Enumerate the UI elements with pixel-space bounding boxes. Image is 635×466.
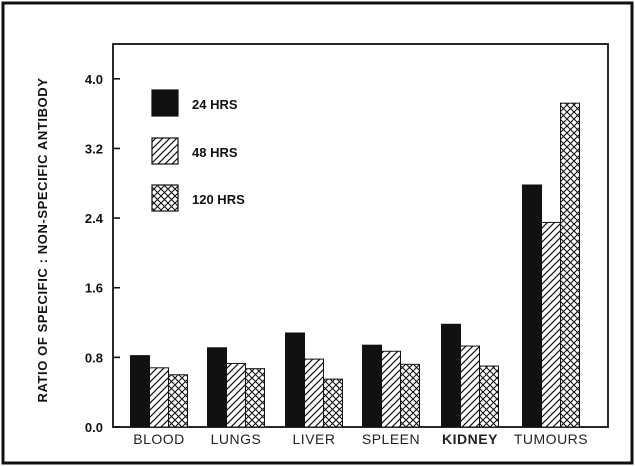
legend-label-120-hrs: 120 HRS [192,192,245,207]
bars [130,102,580,428]
y-tick-label: 0.0 [85,420,103,435]
plot-frame [112,43,609,428]
category-label-kidney: KIDNEY [442,431,498,447]
bar-spleen-24-hrs [362,344,382,428]
bar-tumours-48-hrs [541,221,561,428]
bar-liver-48-hrs [304,358,324,428]
legend: 24 HRS 48 HRS 120 HRS [151,89,245,212]
bar-lungs-48-hrs [226,362,246,428]
y-tick-label: 3.2 [85,141,103,156]
bar-blood-120-hrs [168,374,188,428]
bar-lungs-120-hrs [245,368,265,428]
y-tick-label: 2.4 [85,211,104,226]
bar-lungs-24-hrs [207,347,227,428]
legend-label-24-hrs: 24 HRS [192,97,238,112]
category-label-blood: BLOOD [133,431,185,447]
legend-label-48-hrs: 48 HRS [192,145,238,160]
legend-swatch-120-hrs [151,184,179,212]
y-tick-label: 1.6 [85,281,103,296]
bar-tumours-120-hrs [560,102,580,428]
bar-blood-24-hrs [130,355,150,428]
bar-blood-48-hrs [149,367,169,428]
category-labels: BLOOD LUNGS LIVER SPLEEN KIDNEY TUMOURS [133,431,588,447]
bar-liver-120-hrs [323,378,343,428]
bar-spleen-120-hrs [400,363,420,428]
category-label-lungs: LUNGS [211,431,262,447]
category-label-liver: LIVER [293,431,336,447]
y-ticks: 0.0 0.8 1.6 2.4 3.2 4.0 [85,72,120,435]
bar-kidney-120-hrs [479,365,499,428]
bar-tumours-24-hrs [522,184,542,428]
category-label-spleen: SPLEEN [362,431,420,447]
y-axis-label: RATIO OF SPECIFIC : NON-SPECIFIC ANTIBOD… [35,77,50,402]
bar-kidney-48-hrs [460,345,480,428]
y-tick-label: 0.8 [85,350,103,365]
legend-swatch-48-hrs [151,137,179,165]
legend-swatch-24-hrs [151,89,179,117]
bar-spleen-48-hrs [381,350,401,428]
y-tick-label: 4.0 [85,72,103,87]
bar-kidney-24-hrs [441,323,461,428]
bar-liver-24-hrs [285,332,305,428]
category-label-tumours: TUMOURS [514,431,588,447]
